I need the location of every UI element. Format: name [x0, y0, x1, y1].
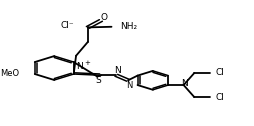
Text: O: O [100, 13, 107, 22]
Text: Cl: Cl [216, 68, 224, 77]
Text: NH₂: NH₂ [120, 22, 138, 31]
Text: Cl⁻: Cl⁻ [60, 21, 74, 30]
Text: Cl: Cl [216, 93, 224, 102]
Text: N: N [76, 62, 83, 71]
Text: MeO: MeO [0, 69, 19, 78]
Text: N: N [126, 82, 132, 90]
Text: +: + [85, 60, 90, 66]
Text: S: S [96, 76, 101, 85]
Text: N: N [181, 79, 188, 88]
Text: N: N [114, 66, 121, 75]
